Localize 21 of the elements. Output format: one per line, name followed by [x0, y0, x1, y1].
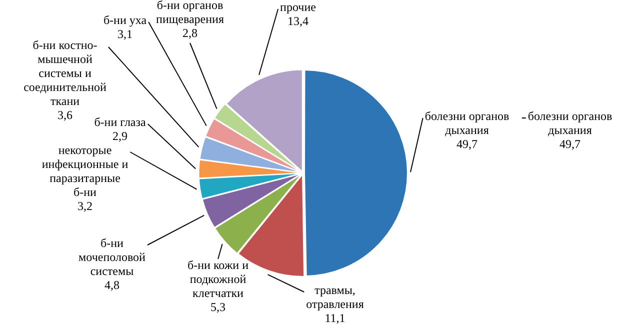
- data-label: 49,7: [456, 137, 478, 152]
- slice-label: б-ни мочеполовой системы: [78, 236, 146, 278]
- data-label: 11,1: [324, 311, 346, 326]
- data-label: 3,2: [78, 199, 92, 214]
- text: болезни органов дыхания 49,7: [528, 109, 612, 152]
- slice-label: некоторые инфекционные и паразитарные б-ни: [42, 143, 129, 200]
- slice-label: болезни органов дыхания: [424, 109, 510, 138]
- data-label: 3,1: [118, 27, 132, 42]
- data-label: 4,8: [104, 278, 120, 292]
- data-label: 5,3: [210, 300, 226, 314]
- slice-label: б-ни органов пищеварения: [156, 0, 224, 26]
- data-label: 2,8: [182, 26, 198, 40]
- slice-label: б-ни уха: [103, 13, 148, 28]
- slice-label: б-ни костно-мышечной системы и соединительной ткани: [24, 38, 108, 108]
- slice-label: б-ни глаза: [94, 115, 146, 130]
- data-label: 13,4: [288, 14, 308, 28]
- data-label: 2,9: [112, 129, 128, 144]
- slice-label: прочие: [280, 0, 316, 14]
- slice-label: травмы, отравления: [306, 283, 364, 312]
- data-label: 3,6: [58, 108, 72, 122]
- slice-label: б-ни кожи и подкожной клетчатки: [187, 258, 250, 300]
